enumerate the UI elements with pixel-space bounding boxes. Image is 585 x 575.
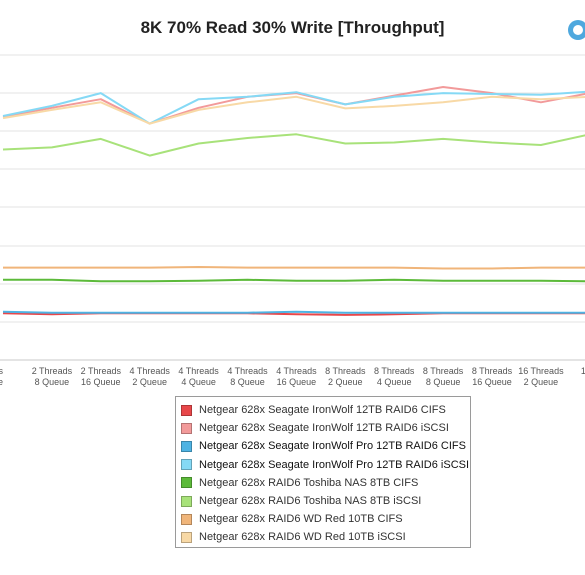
x-tick-label: 4 Queue [377, 377, 412, 387]
x-tick-label: 4 Queue [181, 377, 216, 387]
legend-item[interactable]: Netgear 628x RAID6 WD Red 10TB CIFS [181, 510, 470, 528]
x-tick-label: 16 Queue [472, 377, 512, 387]
series-line[interactable] [2, 95, 585, 125]
x-tick-label: 8 Threads [374, 366, 415, 376]
x-tick-label: 8 Queue [426, 377, 461, 387]
series-line[interactable] [2, 133, 585, 157]
x-tick-label: 4 Threads [276, 366, 317, 376]
chart-series [2, 86, 585, 316]
x-tick-label: 2 Threads [32, 366, 73, 376]
x-tick-label: 8 Threads [325, 366, 366, 376]
x-tick-label: Queue [0, 377, 3, 387]
legend-label: Netgear 628x RAID6 WD Red 10TB iSCSI [199, 531, 406, 544]
legend-label: Netgear 628x RAID6 WD Red 10TB CIFS [199, 513, 403, 526]
legend-label: Netgear 628x Seagate IronWolf 12TB RAID6… [199, 404, 446, 417]
series-line[interactable] [2, 310, 585, 314]
series-line[interactable] [2, 90, 585, 125]
x-tick-label: 2 Queue [328, 377, 363, 387]
x-tick-label: 2 Threads [81, 366, 122, 376]
legend-swatch [181, 404, 192, 416]
legend-swatch [181, 477, 192, 489]
x-tick-label: 16 Threads [518, 366, 564, 376]
series-line[interactable] [3, 266, 585, 270]
legend-label: Netgear 628x Seagate IronWolf Pro 12TB R… [199, 440, 466, 453]
legend-item[interactable]: Netgear 628x Seagate IronWolf 12TB RAID6… [181, 401, 470, 419]
x-tick-label: 8 Queue [35, 377, 70, 387]
legend-item[interactable]: Netgear 628x Seagate IronWolf 12TB RAID6… [181, 419, 470, 437]
legend-swatch [181, 440, 192, 452]
x-tick-label: 4 Threads [227, 366, 268, 376]
x-tick-label: 8 Threads [423, 366, 464, 376]
x-tick-label: Threads [0, 366, 3, 376]
x-tick-label: 16 T [581, 366, 585, 376]
legend-label: Netgear 628x RAID6 Toshiba NAS 8TB CIFS [199, 476, 419, 489]
legend-label: Netgear 628x RAID6 Toshiba NAS 8TB iSCSI [199, 495, 422, 508]
info-icon[interactable] [567, 19, 585, 41]
chart-title: 8K 70% Read 30% Write [Throughput] [140, 18, 445, 37]
x-tick-label: 8 Threads [472, 366, 513, 376]
legend-item[interactable]: Netgear 628x RAID6 WD Red 10TB iSCSI [181, 528, 470, 546]
x-tick-label: 16 Queue [81, 377, 121, 387]
x-tick-label: 16 Queue [277, 377, 317, 387]
legend-swatch [181, 495, 192, 507]
legend-label: Netgear 628x Seagate IronWolf Pro 12TB R… [199, 458, 470, 471]
legend-swatch [181, 422, 192, 434]
x-tick-label: 2 Queue [132, 377, 167, 387]
x-tick-label: 8 Queue [230, 377, 265, 387]
x-tick-label: 4 Threads [178, 366, 219, 376]
legend-swatch [181, 459, 192, 471]
legend-item[interactable]: Netgear 628x RAID6 Toshiba NAS 8TB CIFS [181, 474, 470, 492]
legend-item[interactable]: Netgear 628x RAID6 Toshiba NAS 8TB iSCSI [181, 492, 470, 510]
series-line[interactable] [3, 278, 585, 283]
legend-label: Netgear 628x Seagate IronWolf 12TB RAID6… [199, 422, 449, 435]
legend-swatch [181, 513, 192, 525]
legend-item[interactable]: Netgear 628x Seagate IronWolf Pro 12TB R… [181, 456, 470, 474]
x-tick-label: 4 Threads [130, 366, 171, 376]
legend-item[interactable]: Netgear 628x Seagate IronWolf Pro 12TB R… [181, 437, 470, 455]
x-tick-label: 2 Queue [524, 377, 559, 387]
chart-legend: Netgear 628x Seagate IronWolf 12TB RAID6… [175, 396, 471, 548]
legend-swatch [181, 531, 192, 543]
chart-grid [0, 54, 585, 361]
